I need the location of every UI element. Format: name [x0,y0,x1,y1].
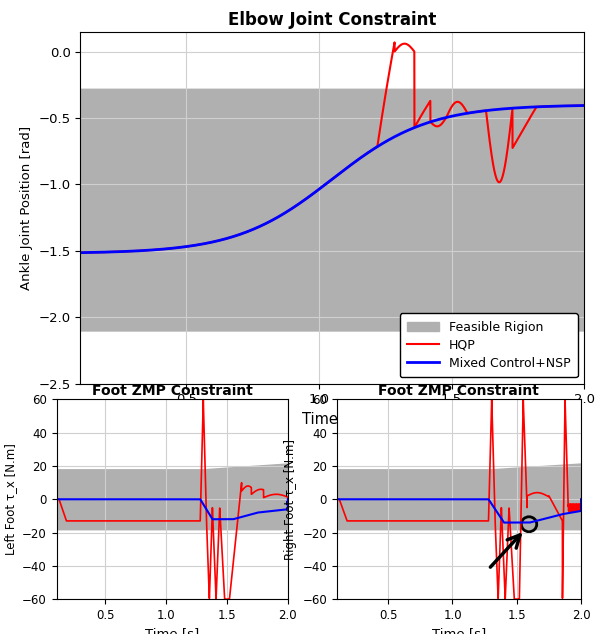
Mixed Control+NSP [540,103,547,110]
Mixed Control+NSP [288,205,296,212]
HQP [316,185,323,193]
HQP [540,103,547,110]
HQP [581,101,588,109]
Mixed Control+NSP [565,102,572,110]
X-axis label: Time [s]: Time [s] [302,412,362,427]
Title: Elbow Joint Constraint: Elbow Joint Constraint [228,11,436,29]
Y-axis label: Right Foot τ_x [N.m]: Right Foot τ_x [N.m] [284,439,297,560]
HQP [565,102,572,110]
Line: Mixed Control+NSP: Mixed Control+NSP [80,105,584,252]
HQP [391,39,398,46]
Mixed Control+NSP [77,249,84,256]
X-axis label: Time [s]: Time [s] [432,628,486,634]
Mixed Control+NSP [581,101,588,109]
Mixed Control+NSP [443,113,450,121]
Line: HQP: HQP [80,42,584,252]
Title: Foot ZMP Constraint: Foot ZMP Constraint [378,384,539,398]
HQP [288,205,296,212]
HQP [293,202,300,210]
Mixed Control+NSP [316,185,323,193]
Title: Foot ZMP Constraint: Foot ZMP Constraint [92,384,253,398]
Mixed Control+NSP [293,202,300,210]
Y-axis label: Left Foot τ_x [N.m]: Left Foot τ_x [N.m] [4,443,17,555]
HQP [77,249,84,256]
X-axis label: Time [s]: Time [s] [145,628,200,634]
HQP [443,113,450,121]
Y-axis label: Ankle Joint Position [rad]: Ankle Joint Position [rad] [20,126,33,290]
Legend: Feasible Rigion, HQP, Mixed Control+NSP: Feasible Rigion, HQP, Mixed Control+NSP [400,313,578,377]
